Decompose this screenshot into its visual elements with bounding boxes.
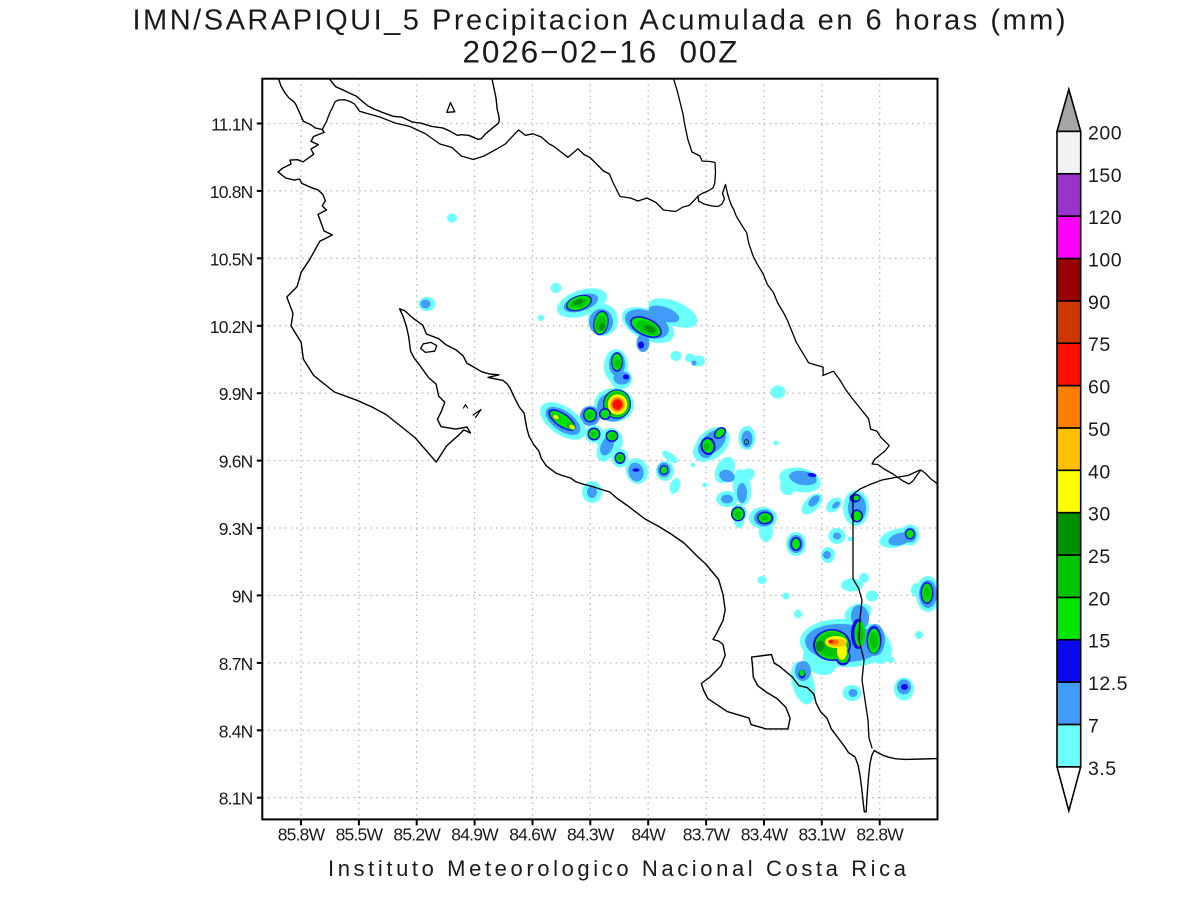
svg-text:85.8W: 85.8W [278,825,326,845]
svg-text:Instituto Meteorologico Nacion: Instituto Meteorologico Nacional Costa R… [328,856,907,881]
svg-text:50: 50 [1088,419,1111,441]
svg-text:85.2W: 85.2W [393,825,441,845]
svg-text:83.7W: 83.7W [683,825,731,845]
svg-text:IMN/SARAPIQUI_5 Precipitacion: IMN/SARAPIQUI_5 Precipitacion Acumulada … [133,5,1066,37]
svg-text:7: 7 [1088,715,1099,737]
svg-text:60: 60 [1088,377,1111,399]
svg-text:9.3N: 9.3N [219,519,253,539]
svg-text:120: 120 [1088,207,1122,229]
svg-text:40: 40 [1088,461,1111,483]
svg-text:9.9N: 9.9N [219,384,253,404]
svg-text:100: 100 [1088,250,1122,272]
svg-text:2026−02−16 00Z: 2026−02−16 00Z [463,34,738,70]
svg-text:84W: 84W [631,825,666,845]
svg-text:10.8N: 10.8N [210,182,253,202]
svg-text:90: 90 [1088,292,1111,314]
svg-text:11.1N: 11.1N [211,115,253,135]
svg-text:8.7N: 8.7N [219,654,253,674]
svg-text:84.9W: 84.9W [451,825,499,845]
svg-text:10.5N: 10.5N [210,249,253,269]
svg-text:15: 15 [1088,631,1111,653]
svg-text:20: 20 [1088,588,1111,610]
svg-text:25: 25 [1088,546,1111,568]
svg-text:84.6W: 84.6W [509,825,557,845]
svg-text:83.1W: 83.1W [799,825,847,845]
svg-text:12.5: 12.5 [1088,673,1128,695]
svg-text:82.8W: 82.8W [856,825,904,845]
svg-text:75: 75 [1088,334,1111,356]
svg-text:9N: 9N [232,586,253,606]
svg-text:10.2N: 10.2N [210,317,253,337]
svg-text:3.5: 3.5 [1088,758,1117,780]
svg-text:9.6N: 9.6N [219,452,253,472]
svg-text:83.4W: 83.4W [741,825,789,845]
svg-text:30: 30 [1088,504,1111,526]
svg-text:8.1N: 8.1N [219,789,253,809]
svg-text:85.5W: 85.5W [336,825,384,845]
svg-text:150: 150 [1088,165,1122,187]
svg-text:84.3W: 84.3W [567,825,615,845]
svg-text:8.4N: 8.4N [219,721,253,741]
svg-text:200: 200 [1088,122,1122,144]
